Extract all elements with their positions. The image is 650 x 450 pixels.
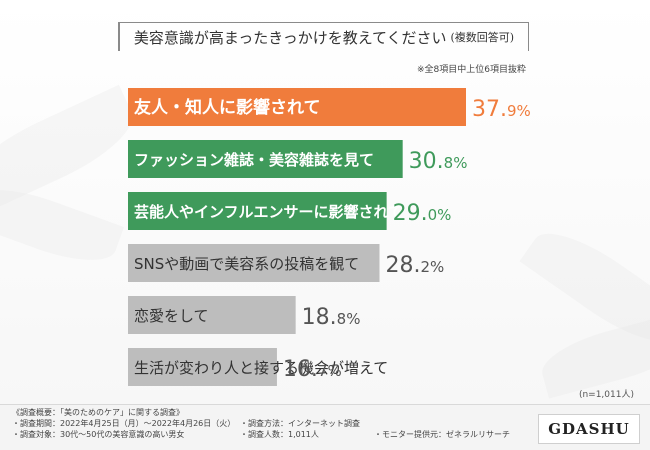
bar-value-label: 16.7% (283, 357, 342, 382)
survey-count: ・調査人数：1,011人 (240, 430, 319, 439)
chart-title-box: 美容意識が高まったきっかけを教えてください (複数回答可) (118, 22, 529, 51)
chart-subtitle: (複数回答可) (450, 31, 515, 44)
bar-category-label: 友人・知人に影響されて (134, 97, 321, 118)
bar-category-label: 恋愛をして (134, 307, 209, 325)
bar-chart: 友人・知人に影響されて 37.9% ファッション雑誌・美容雑誌を見て 30.8% 芸能人… (128, 88, 531, 386)
survey-method: ・調査方法：インターネット調査 (240, 419, 360, 428)
survey-target: ・調査対象：30代～50代の美容意識の高い男女 (12, 430, 185, 439)
bar-value-label: 30.8% (409, 149, 468, 174)
bar-category-label: ファッション雑誌・美容雑誌を見て (134, 151, 374, 169)
chart-note: ※全8項目中上位6項目抜粋 (417, 65, 526, 75)
bar-category-label: SNSや動画で美容系の投稿を観て (134, 255, 359, 273)
survey-period: ・調査期間：2022年4月25日（月）～2022年4月26日（火） (12, 419, 236, 428)
bar-category-label: 生活が変わり人と接する機会が増えて (134, 359, 388, 377)
chart-title: 美容意識が高まったきっかけを教えてください (133, 28, 447, 47)
bar-value-label: 18.8% (302, 305, 361, 330)
sample-size-label: (n=1,011人) (578, 390, 634, 400)
bar (128, 140, 403, 178)
bar (128, 296, 296, 334)
bar-value-label: 29.0% (393, 201, 452, 226)
bar (128, 244, 380, 282)
bar-value-label: 37.9% (472, 97, 531, 122)
bar (128, 348, 277, 386)
bar (128, 88, 466, 126)
survey-footer: 《調査概要：「美のためのケア」に関する調査》 ・調査期間：2022年4月25日（… (12, 407, 532, 450)
bar-category-label: 芸能人やインフルエンサーに影響されて (134, 203, 403, 221)
bar (128, 192, 387, 230)
bar-value-label: 28.2% (385, 253, 444, 278)
survey-provider: ・モニター提供元：ゼネラルリサーチ (374, 430, 510, 439)
brand-logo: GDASHU (538, 414, 640, 444)
survey-heading: 《調査概要：「美のためのケア」に関する調査》 (12, 408, 184, 417)
chart-card: 美容意識が高まったきっかけを教えてください (複数回答可) ※全8項目中上位6項… (0, 0, 650, 405)
